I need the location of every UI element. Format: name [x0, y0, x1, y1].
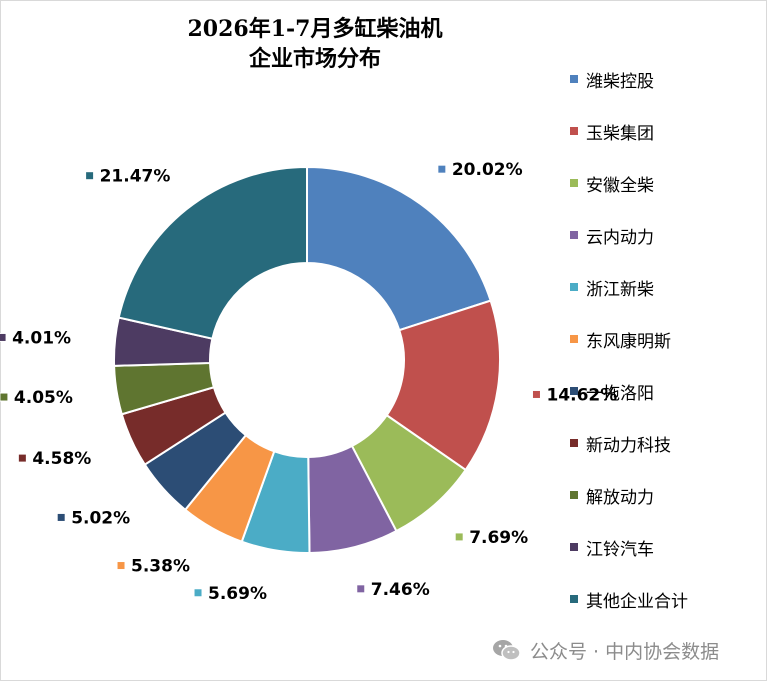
- data-label-marker-2: [531, 389, 541, 399]
- legend-swatch-3: [570, 179, 578, 187]
- legend-item-4: 云内动力: [570, 222, 654, 248]
- data-label-marker-9: [0, 392, 9, 402]
- watermark-text: 公众号 · 中内协会数据: [530, 640, 720, 663]
- legend-label-10: 江铃汽车: [586, 539, 654, 560]
- data-label-text-9: 4.05%: [14, 388, 73, 408]
- legend-label-2: 玉柴集团: [586, 123, 654, 144]
- data-label-text-6: 5.38%: [131, 557, 190, 577]
- data-label-text-4: 7.46%: [371, 580, 430, 600]
- donut-slice-11: [117, 165, 308, 340]
- legend-label-7: 一拖洛阳: [586, 383, 654, 404]
- data-label-4: 7.46%: [356, 580, 430, 600]
- data-label-marker-10: [0, 332, 7, 342]
- legend-label-9: 解放动力: [586, 487, 654, 508]
- data-label-text-2: 14.62%: [546, 385, 617, 405]
- legend-item-9: 解放动力: [570, 482, 654, 508]
- data-label-text-8: 4.58%: [32, 449, 91, 469]
- data-label-2: 14.62%: [531, 385, 617, 405]
- data-label-1: 20.02%: [437, 160, 523, 180]
- data-label-marker-11: [85, 171, 95, 181]
- data-label-6: 5.38%: [116, 557, 190, 577]
- data-label-10: 4.01%: [0, 328, 71, 348]
- data-label-text-3: 7.69%: [469, 528, 528, 548]
- donut-slice-1: [306, 165, 492, 332]
- data-label-marker-8: [17, 453, 27, 463]
- data-label-marker-5: [193, 588, 203, 598]
- data-label-marker-1: [437, 164, 447, 174]
- legend-swatch-5: [570, 283, 578, 291]
- wechat-icon: [493, 640, 521, 661]
- legend-swatch-8: [570, 439, 578, 447]
- data-label-5: 5.69%: [193, 584, 267, 604]
- legend-item-10: 江铃汽车: [570, 534, 654, 560]
- data-label-text-1: 20.02%: [452, 160, 523, 180]
- data-label-11: 21.47%: [85, 167, 171, 187]
- legend-label-3: 安徽全柴: [586, 175, 654, 196]
- data-label-marker-6: [116, 561, 126, 571]
- legend-item-2: 玉柴集团: [570, 118, 654, 144]
- chart-title: 2026年1-7月多缸柴油机 企业市场分布: [150, 14, 480, 74]
- data-label-9: 4.05%: [0, 388, 73, 408]
- legend-label-6: 东风康明斯: [586, 331, 671, 352]
- legend-item-6: 东风康明斯: [570, 326, 671, 352]
- legend-label-1: 潍柴控股: [586, 71, 654, 92]
- legend-label-5: 浙江新柴: [586, 279, 654, 300]
- data-label-text-10: 4.01%: [12, 328, 71, 348]
- chart-title-line-2: 企业市场分布: [248, 46, 381, 72]
- data-label-text-11: 21.47%: [100, 167, 171, 187]
- data-label-7: 5.02%: [56, 508, 130, 528]
- data-label-marker-7: [56, 512, 66, 522]
- data-label-text-5: 5.69%: [208, 584, 267, 604]
- legend-label-8: 新动力科技: [586, 435, 671, 456]
- legend-swatch-4: [570, 231, 578, 239]
- legend-label-11: 其他企业合计: [586, 591, 688, 612]
- legend-swatch-6: [570, 335, 578, 343]
- legend-swatch-7: [570, 387, 578, 395]
- legend-item-3: 安徽全柴: [570, 170, 654, 196]
- donut-slice-2: [385, 299, 501, 472]
- legend-item-1: 潍柴控股: [570, 66, 654, 92]
- legend-item-11: 其他企业合计: [570, 586, 688, 612]
- legend-label-4: 云内动力: [586, 227, 654, 248]
- legend-item-8: 新动力科技: [570, 430, 671, 456]
- watermark: 公众号 · 中内协会数据: [492, 637, 719, 663]
- legend-swatch-9: [570, 491, 578, 499]
- legend-swatch-11: [570, 595, 578, 603]
- legend-item-7: 一拖洛阳: [570, 378, 654, 404]
- legend-swatch-1: [570, 75, 578, 83]
- data-label-text-7: 5.02%: [71, 508, 130, 528]
- legend-swatch-10: [570, 543, 578, 551]
- chart-title-line-1: 2026年1-7月多缸柴油机: [187, 16, 443, 42]
- data-label-marker-3: [454, 532, 464, 542]
- legend-item-5: 浙江新柴: [570, 274, 654, 300]
- legend-swatch-2: [570, 127, 578, 135]
- data-label-8: 4.58%: [17, 449, 91, 469]
- data-label-marker-4: [356, 584, 366, 594]
- data-label-3: 7.69%: [454, 528, 528, 548]
